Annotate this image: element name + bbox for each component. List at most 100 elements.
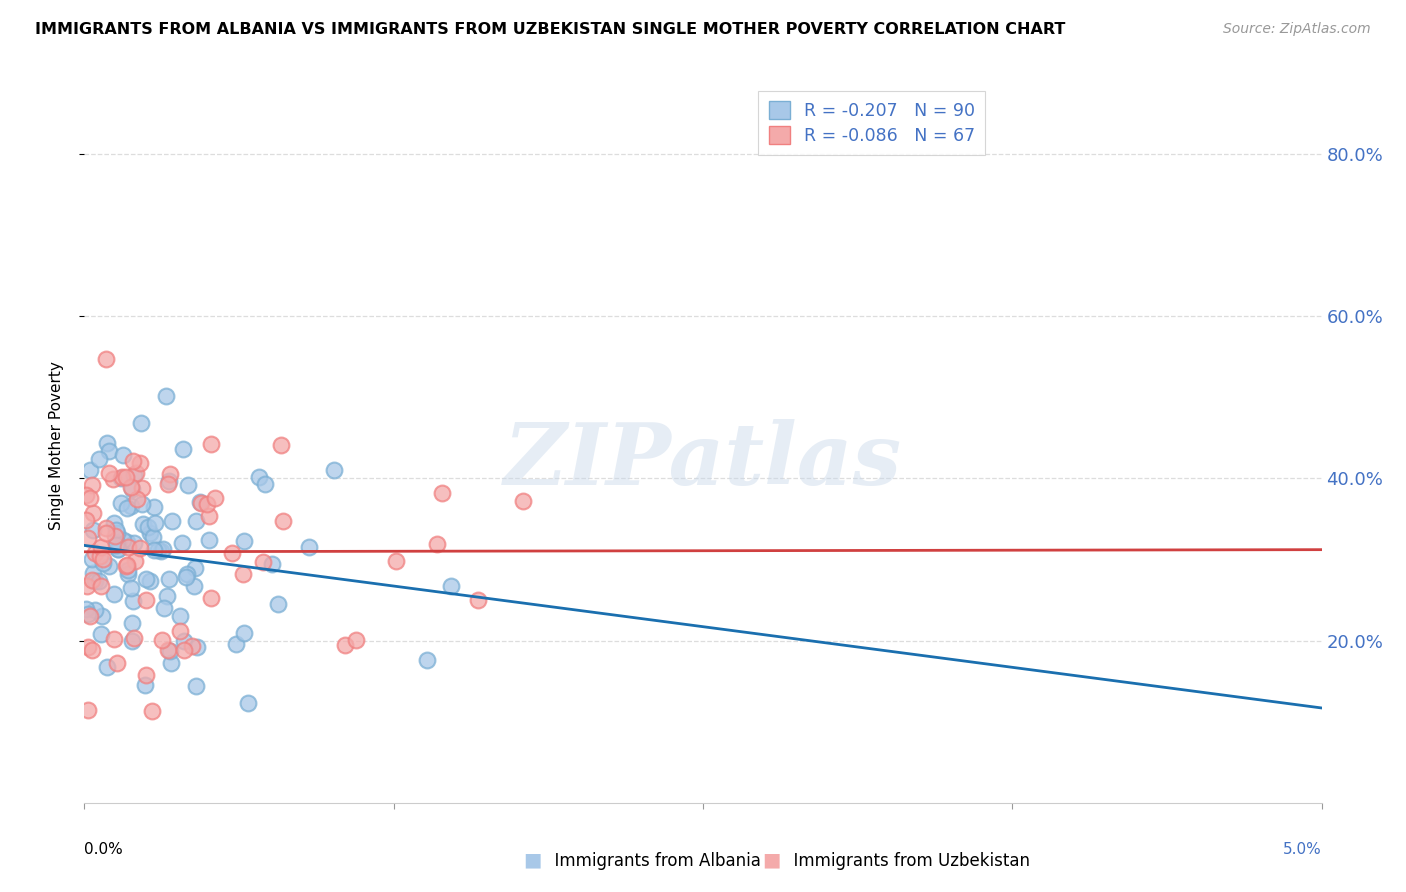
Point <box>112 533 135 548</box>
Point <box>122 468 145 483</box>
Point <box>344 632 367 647</box>
Point <box>512 493 534 508</box>
Point <box>134 678 156 692</box>
Point <box>104 529 127 543</box>
Point <box>115 558 138 573</box>
Point <box>142 530 165 544</box>
Point <box>225 637 247 651</box>
Point <box>104 538 127 552</box>
Point <box>170 535 193 549</box>
Point <box>94 525 117 540</box>
Point <box>111 448 134 462</box>
Point <box>155 590 177 604</box>
Point <box>183 579 205 593</box>
Point <box>260 557 283 571</box>
Point <box>80 642 103 657</box>
Text: ■: ■ <box>762 851 780 870</box>
Point <box>176 570 198 584</box>
Point <box>103 586 125 600</box>
Point <box>335 638 357 652</box>
Point <box>135 593 157 607</box>
Point <box>97 443 120 458</box>
Point <box>103 516 125 530</box>
Point <box>139 526 162 541</box>
Point <box>117 567 139 582</box>
Point <box>146 542 169 557</box>
Point <box>120 582 142 596</box>
Point <box>77 640 100 654</box>
Point <box>96 659 118 673</box>
Point <box>125 491 148 506</box>
Point <box>232 567 254 582</box>
Point <box>82 566 104 580</box>
Point <box>200 437 222 451</box>
Point <box>96 521 118 535</box>
Point <box>90 541 112 555</box>
Point <box>75 602 97 616</box>
Point <box>200 591 222 606</box>
Point <box>184 679 207 693</box>
Point <box>103 632 125 646</box>
Point <box>107 536 129 550</box>
Point <box>83 546 105 560</box>
Point <box>110 470 132 484</box>
Point <box>90 579 112 593</box>
Text: 5.0%: 5.0% <box>1282 842 1322 857</box>
Point <box>82 506 104 520</box>
Point <box>94 352 117 367</box>
Point <box>82 574 104 588</box>
Point <box>298 540 321 554</box>
Point <box>149 544 172 558</box>
Point <box>104 523 127 537</box>
Point <box>169 608 191 623</box>
Point <box>120 499 142 513</box>
Point <box>173 634 195 648</box>
Point <box>89 549 111 564</box>
Point <box>89 574 111 588</box>
Point <box>77 607 100 622</box>
Point <box>84 602 107 616</box>
Point <box>150 632 173 647</box>
Point <box>121 483 143 497</box>
Point <box>221 546 243 560</box>
Point <box>128 456 150 470</box>
Point <box>121 633 143 648</box>
Point <box>160 514 183 528</box>
Point <box>136 519 159 533</box>
Point <box>157 474 180 488</box>
Point <box>139 574 162 589</box>
Point <box>467 593 489 607</box>
Point <box>198 533 221 548</box>
Point <box>143 516 166 530</box>
Point <box>120 480 142 494</box>
Text: 0.0%: 0.0% <box>84 842 124 857</box>
Point <box>184 514 207 528</box>
Point <box>122 453 145 467</box>
Point <box>270 438 292 452</box>
Point <box>253 477 276 491</box>
Point <box>172 442 194 457</box>
Point <box>121 615 143 630</box>
Point <box>110 471 132 485</box>
Point <box>124 554 146 568</box>
Point <box>76 531 98 545</box>
Point <box>267 597 290 611</box>
Point <box>426 537 449 551</box>
Point <box>82 523 104 537</box>
Y-axis label: Single Mother Poverty: Single Mother Poverty <box>49 361 63 531</box>
Point <box>190 495 212 509</box>
Point <box>122 593 145 607</box>
Point <box>87 452 110 467</box>
Text: ZIPatlas: ZIPatlas <box>503 418 903 502</box>
Point <box>125 467 148 481</box>
Point <box>173 642 195 657</box>
Point <box>156 477 179 491</box>
Point <box>110 496 132 510</box>
Point <box>440 579 463 593</box>
Point <box>131 497 153 511</box>
Point <box>184 561 207 575</box>
Text: ■: ■ <box>523 851 541 870</box>
Point <box>176 478 198 492</box>
Point <box>135 572 157 586</box>
Legend: R = -0.207   N = 90, R = -0.086   N = 67: R = -0.207 N = 90, R = -0.086 N = 67 <box>758 91 986 155</box>
